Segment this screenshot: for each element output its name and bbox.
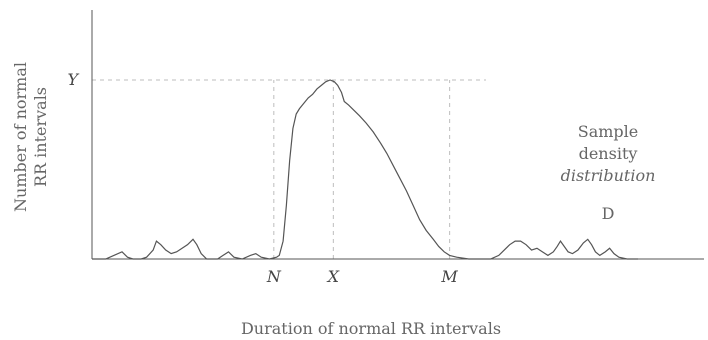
x-axis-label: Duration of normal RR intervals [241,319,501,338]
y-tick-label-y: Y [67,70,79,89]
x-tick-label-x: X [326,267,340,286]
tick-labels-layer: N X M Y [67,70,458,286]
annotation-layer: Sample density distribution D [561,122,656,223]
distribution-d-label: D [602,204,615,223]
sample-density-line-3: distribution [561,166,656,185]
y-axis-label: Number of normalRR intervals [11,62,50,212]
x-tick-label-n: N [266,267,282,286]
sample-density-label: Sample density distribution [561,122,656,185]
x-tick-label-m: M [440,267,458,286]
series-layer [92,79,638,260]
y-axis-label-line-1: Number of normal [11,62,30,212]
sample-density-line-2: density [579,144,638,163]
density-curve [92,79,638,260]
sample-density-line-1: Sample [578,122,639,141]
guides-layer [92,79,486,259]
axis-labels-layer: Duration of normal RR intervals Number of… [11,62,501,338]
y-axis-label-line-2: RR intervals [31,87,50,187]
